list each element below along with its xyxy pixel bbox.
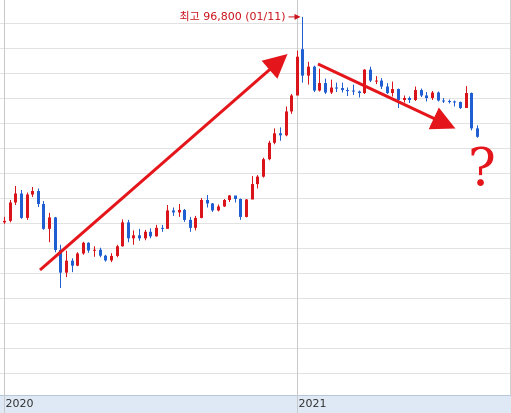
candle-body [26,194,29,218]
candle-body [93,249,96,251]
candle-body [54,217,57,250]
x-tick-label: 2020 [6,397,34,410]
candle-body [273,133,276,143]
candle-body [42,203,45,229]
candle-body [138,235,141,239]
candle-body [211,203,214,211]
candle-body [99,249,102,256]
candle-body [307,66,310,76]
candle-body [279,133,282,136]
candle-body [166,210,169,229]
x-axis-band [0,395,511,413]
candle-body [223,199,226,207]
annotation: 최고 96,800 (01/11) [179,10,285,23]
candle-body [290,95,293,112]
candle-body [341,88,344,91]
candle-body [335,87,338,89]
question-mark: ? [468,139,496,199]
candle-body [245,199,248,217]
candle-body [318,83,321,91]
candle-body [149,231,152,237]
grid [0,0,511,395]
candle-body [121,222,124,247]
trend-arrow-down [317,62,456,130]
candle-body [414,90,417,100]
candle-body [403,98,406,100]
candle-body [239,198,242,217]
candle-body [425,95,428,99]
candle-body [330,87,333,93]
candle-body [358,91,361,94]
candle-body [189,219,192,228]
candle-body [296,56,299,96]
candle-body [200,199,203,218]
candle-body [313,66,316,91]
candle-body [76,253,79,266]
candle-body [262,159,265,177]
candle-body [397,89,400,100]
candle-body [442,100,445,102]
candle-body [465,93,468,108]
candle-body [206,199,209,204]
candle-body [104,255,107,261]
candle-body [14,193,17,203]
candle-body [132,235,135,239]
candle-body [59,249,62,273]
candle-body [386,86,389,94]
candle-body [352,90,355,92]
candle-body [161,227,164,229]
candle-body [110,255,113,261]
candle-body [459,101,462,108]
candle-body [155,227,158,237]
candle-body [256,176,259,185]
candle-body [172,210,175,213]
candle-body [268,142,271,160]
candle-body [363,69,366,94]
candle-body [65,260,68,273]
candle-body [380,80,383,87]
candle-body [127,222,130,239]
candle-body [476,128,479,137]
candle-body [420,90,423,96]
candle-body [9,202,12,221]
candle-body [144,231,147,239]
candle-body [346,90,349,92]
candle-body [183,209,186,220]
candle-body [448,100,451,102]
plot: 2020 2021 최고 96,800 (01/11) [3,0,479,413]
candle-body [375,80,378,82]
candle-body [251,184,254,200]
candle-body [48,217,51,229]
candle-body [391,89,394,94]
candle-body [234,195,237,199]
candle-body [71,260,74,266]
trend-arrow-up [39,54,288,272]
candle-body [82,242,85,254]
candle-body [217,206,220,211]
candle-body [3,220,6,223]
candle-body [437,92,440,101]
candle-body [470,93,473,129]
candle-body [324,83,327,93]
candle-body [301,49,304,76]
candle-body [194,217,197,228]
candle-body [116,246,119,256]
candle-body [453,101,456,103]
candle-body [20,193,23,218]
x-tick-label: 2021 [299,397,327,410]
candle-body [431,92,434,99]
candle-body [408,98,411,100]
candle-body [37,191,40,204]
candle-body [285,111,288,136]
candle-body [87,242,90,251]
candle-body [369,69,372,81]
candle-body [178,209,181,213]
candle-body [31,191,34,195]
candle-body [228,195,231,200]
